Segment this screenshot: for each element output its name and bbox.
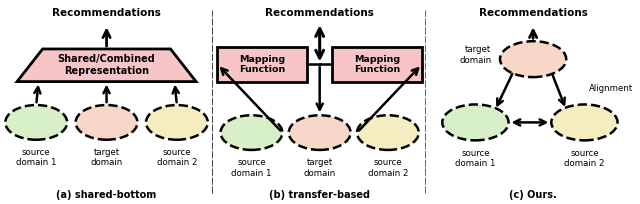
Ellipse shape [146, 105, 208, 140]
Ellipse shape [5, 105, 67, 140]
Text: target
domain: target domain [459, 45, 492, 65]
Text: (c) Ours.: (c) Ours. [509, 190, 557, 200]
Text: Shared/Combined
Representation: Shared/Combined Representation [58, 54, 156, 76]
Text: Recommendations: Recommendations [52, 8, 161, 18]
Text: source
domain 1: source domain 1 [455, 149, 495, 168]
Text: source
domain 1: source domain 1 [231, 158, 272, 177]
Text: Mapping
Function: Mapping Function [239, 54, 285, 74]
Text: Recommendations: Recommendations [265, 8, 374, 18]
Polygon shape [17, 49, 196, 82]
Text: source
domain 2: source domain 2 [157, 148, 197, 167]
FancyBboxPatch shape [218, 47, 307, 82]
Ellipse shape [500, 41, 566, 77]
Text: target
domain: target domain [90, 148, 123, 167]
Ellipse shape [551, 104, 618, 140]
Ellipse shape [357, 115, 419, 150]
Text: source
domain 1: source domain 1 [16, 148, 56, 167]
Ellipse shape [442, 104, 509, 140]
Ellipse shape [221, 115, 282, 150]
Text: source
domain 2: source domain 2 [564, 149, 605, 168]
Ellipse shape [289, 115, 351, 150]
FancyBboxPatch shape [332, 47, 422, 82]
Text: Alignment: Alignment [589, 84, 634, 93]
Text: target
domain: target domain [303, 158, 336, 177]
Text: Recommendations: Recommendations [479, 8, 588, 18]
Text: (b) transfer-based: (b) transfer-based [269, 190, 370, 200]
Text: (a) shared-bottom: (a) shared-bottom [56, 190, 157, 200]
Text: Mapping
Function: Mapping Function [354, 54, 401, 74]
Ellipse shape [76, 105, 138, 140]
Text: source
domain 2: source domain 2 [367, 158, 408, 177]
